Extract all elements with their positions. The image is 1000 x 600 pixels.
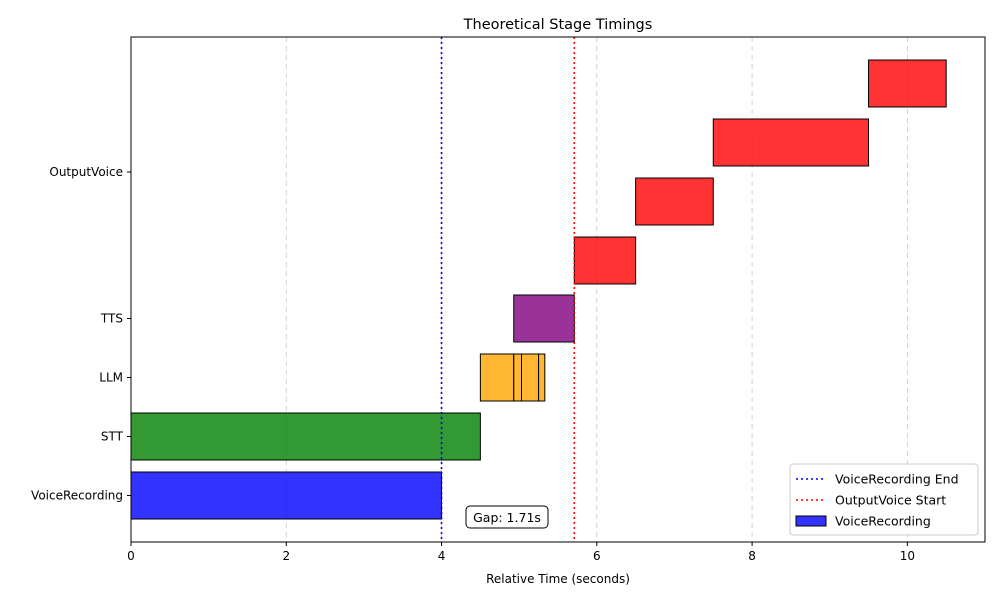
chart-title: Theoretical Stage Timings	[463, 17, 653, 33]
bar-llm	[479, 353, 515, 402]
legend-marker	[795, 515, 827, 527]
gap-annotation-text: Gap: 1.71s	[473, 510, 541, 525]
bar-outputvoice	[712, 118, 870, 167]
legend: VoiceRecording End OutputVoice Start Voice…	[789, 463, 979, 536]
legend-label: VoiceRecording End	[835, 472, 959, 487]
bar-outputvoice	[868, 59, 947, 108]
y-tick-label: TTS	[100, 312, 123, 326]
bar-llm	[521, 353, 540, 402]
x-tick-label: 6	[593, 549, 601, 563]
bar-tts	[513, 294, 575, 343]
x-tick-label: 4	[438, 549, 446, 563]
y-tick-label: VoiceRecording	[31, 489, 123, 503]
gap-annotation-box	[465, 505, 549, 529]
bar-voicerecording	[130, 471, 443, 520]
bar-llm	[538, 353, 546, 402]
bar-llm	[513, 353, 523, 402]
legend-label: OutputVoice Start	[835, 493, 946, 508]
y-axis: VoiceRecording STT LLM TTS OutputVoice	[31, 165, 131, 503]
bars-layer	[130, 59, 947, 520]
bar-stt	[130, 412, 481, 461]
legend-label: VoiceRecording	[835, 514, 931, 529]
vlines-layer	[440, 37, 576, 542]
plot-frame	[130, 36, 986, 543]
y-tick-label: STT	[101, 430, 124, 444]
bar-outputvoice	[573, 236, 637, 285]
x-tick-label: 2	[282, 549, 290, 563]
legend-frame	[789, 463, 979, 536]
gap-annotation: Gap: 1.71s	[465, 505, 549, 529]
x-tick-label: 10	[900, 549, 915, 563]
bar-outputvoice	[635, 177, 714, 226]
x-tick-label: 0	[127, 549, 135, 563]
y-tick-label: LLM	[99, 371, 123, 385]
y-tick-label: OutputVoice	[49, 165, 123, 179]
x-axis-label: Relative Time (seconds)	[486, 572, 630, 586]
x-axis: 0 2 4 6 8 10	[127, 542, 915, 563]
x-tick-label: 8	[748, 549, 756, 563]
